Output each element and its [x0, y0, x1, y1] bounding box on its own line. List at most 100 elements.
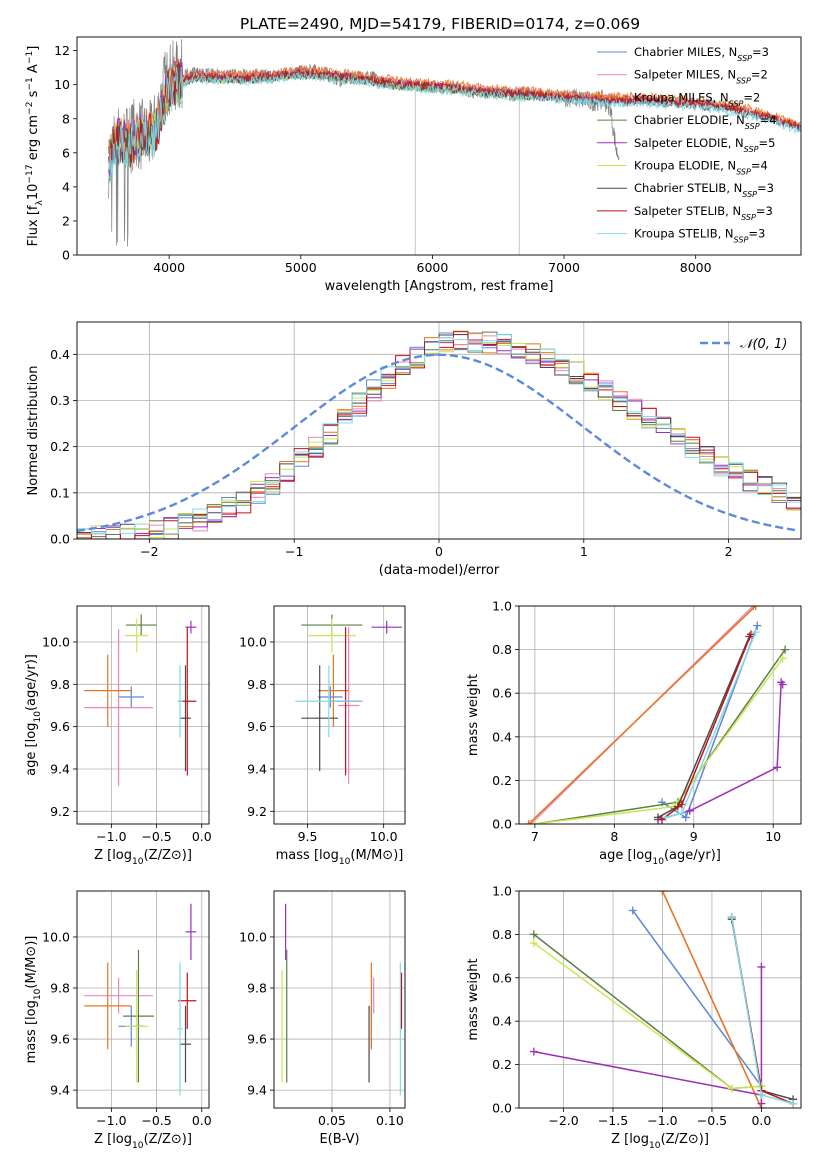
x-tick-label: 0.0 [192, 1113, 212, 1128]
y-tick-label: 9.8 [247, 981, 267, 996]
x-tick-label: 7 [531, 829, 539, 844]
errorbar-point [84, 977, 153, 1014]
y-tick-label: 9.4 [247, 1083, 267, 1098]
x-axis-label: Z [log10(Z/Z⊙)] [94, 1132, 192, 1151]
x-tick-label: −1.0 [96, 1113, 126, 1128]
x-axis-label: E(B-V) [319, 1132, 359, 1147]
axes-age_vs_mass: 9.5 10.0 9.2 9.4 9.6 9.8 10.0 mass [log10(M/M⊙)… [239, 606, 405, 867]
weight-marker [753, 621, 762, 630]
y-tick-label: 0.2 [50, 439, 70, 454]
errorbar-point [124, 970, 149, 1083]
weight-line-kroupa-miles [661, 891, 763, 1108]
x-axis-label: Z [log10(Z/Z⊙)] [94, 848, 192, 867]
x-axis-label: age [log10(age/yr)] [599, 848, 721, 867]
weight_vs_Z-frame [518, 890, 802, 1109]
weight-line-kroupa-stelib [665, 631, 757, 819]
axes-mass_vs_Z: −1.0 −0.5 0.0 9.4 9.6 9.8 10.0 Z [log10(Z/Z⊙)] m… [24, 891, 212, 1151]
x-tick-label: 9 [690, 829, 698, 844]
weight_vs_Z-plot-area [529, 891, 798, 1108]
x-tick-label: −0.5 [141, 829, 171, 844]
y-tick-label: 10.0 [239, 929, 267, 944]
axes-weight_vs_Z: −2.0 −1.5 −1.0 −0.5 0.0 0.0 0.2 0.4 0.6 0.8 1.0 Z [… [466, 884, 801, 1151]
weight-marker [685, 806, 694, 815]
y-tick-label: 9.8 [50, 677, 70, 692]
y-axis-label: mass weight [466, 674, 481, 756]
weight-marker [751, 606, 760, 610]
weight-marker [778, 680, 787, 689]
y-axis-label: age [log10(age/yr)] [24, 654, 43, 776]
weight-line-chabrier-stelib [730, 919, 794, 1101]
errorbar-point [123, 949, 154, 1083]
axes-weight_vs_age: 7 8 9 10 0.0 0.2 0.4 0.6 0.8 1.0 age [log10(age/yr… [466, 599, 801, 867]
weight-marker [746, 630, 755, 639]
legend-label: Salpeter STELIB, NSSP=3 [634, 204, 773, 222]
x-tick-label: 0.05 [318, 1113, 346, 1128]
weight_vs_age-frame [518, 605, 802, 825]
errorbar-point [307, 618, 357, 653]
y-tick-label: 10.0 [42, 634, 70, 649]
errorbar-point [337, 627, 360, 784]
age_vs_mass-frame [273, 605, 406, 825]
weight-marker [778, 654, 787, 663]
x-tick-label: −2 [140, 544, 158, 559]
y-tick-label: 0.0 [50, 532, 70, 547]
legend-label: Chabrier MILES, NSSP=3 [634, 45, 769, 63]
errorbar-point [125, 614, 157, 636]
mass_vs_Z-plot-area [84, 903, 197, 1096]
mass_vs_EBV-plot-area [281, 903, 403, 1096]
x-tick-label: 0.0 [192, 829, 212, 844]
y-tick-label: 10.0 [239, 634, 267, 649]
histogram-kroupa-stelib [77, 333, 801, 539]
y-tick-label: 0.2 [492, 1057, 512, 1072]
age_vs_Z-frame [76, 605, 210, 825]
errorbar-point [84, 962, 132, 1050]
weight-line-chabrier-stelib [657, 636, 751, 819]
y-tick-label: 6 [62, 145, 70, 160]
y-axis-label: Flux [fλ10−17 erg cm−2 s−1 A−1] [25, 46, 45, 247]
weight-marker [757, 962, 766, 971]
weight-marker [529, 930, 538, 939]
errorbar-point [185, 903, 197, 960]
legend-label: Kroupa ELODIE, NSSP=4 [634, 159, 768, 177]
weight-line-salpeter-stelib [730, 916, 794, 1105]
weight-marker [681, 813, 690, 822]
x-axis-label: Z [log10(Z/Z⊙)] [611, 1132, 709, 1151]
legend-label: Kroupa MILES, NSSP=2 [634, 90, 760, 108]
x-tick-label: −1.0 [647, 1113, 677, 1128]
errorbar-point [301, 665, 338, 772]
y-tick-label: 0.6 [492, 686, 512, 701]
x-tick-label: −1 [285, 544, 303, 559]
x-tick-label: 5000 [285, 260, 317, 275]
model-line-kroupa-stelib [108, 66, 801, 185]
y-tick-label: 0.1 [50, 485, 70, 500]
legend-label: 𝒩(0, 1) [740, 337, 787, 352]
y-tick-label: 9.4 [50, 1083, 70, 1098]
weight-marker [781, 645, 790, 654]
x-tick-label: 8 [610, 829, 618, 844]
weight-marker [530, 820, 539, 824]
y-tick-label: 0.3 [50, 393, 70, 408]
y-tick-label: 2 [62, 213, 70, 228]
y-tick-label: 9.8 [50, 981, 70, 996]
age_vs_mass-plot-area [295, 614, 402, 784]
weight-line-salpeter-elodie [533, 966, 763, 1104]
axes-spectrum: 4000 5000 6000 7000 8000 0 2 4 6 8 10 12 wavelength … [25, 43, 712, 294]
legend-label: Salpeter ELODIE, NSSP=5 [634, 136, 775, 154]
y-tick-label: 9.6 [247, 1032, 267, 1047]
errorbar-point [177, 962, 183, 1096]
x-tick-label: 9.5 [298, 829, 318, 844]
data-spectrum-line [108, 39, 620, 247]
x-tick-label: 10 [765, 829, 781, 844]
errorbar-point [178, 972, 197, 1029]
weight-marker [628, 906, 637, 915]
y-tick-label: 0.4 [50, 347, 70, 362]
spectrum-frame [76, 36, 802, 256]
y-tick-label: 9.4 [247, 761, 267, 776]
errorbar-point [180, 1005, 191, 1083]
mass_vs_EBV-frame [273, 890, 406, 1109]
x-tick-label: 2 [725, 544, 733, 559]
y-tick-label: 9.8 [247, 677, 267, 692]
x-tick-label: −0.5 [141, 1113, 171, 1128]
y-tick-label: 8 [62, 111, 70, 126]
weight-marker [658, 891, 667, 895]
